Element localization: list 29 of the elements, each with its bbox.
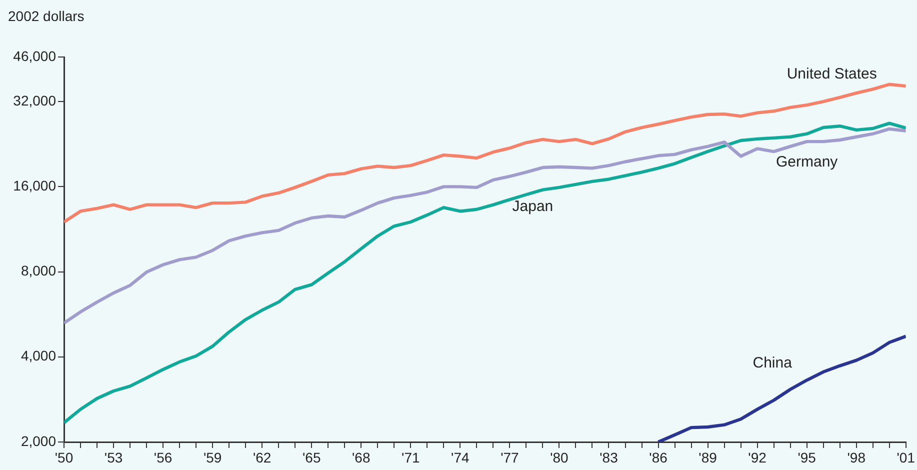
x-tick-label: '83 xyxy=(600,449,618,466)
x-tick-label: '59 xyxy=(203,449,222,466)
x-tick-label: '80 xyxy=(550,449,569,466)
series-label: Japan xyxy=(512,198,554,215)
series-label: China xyxy=(752,354,793,372)
x-tick-label: '53 xyxy=(104,449,123,466)
x-tick-label: '86 xyxy=(649,449,668,466)
x-tick-label: '98 xyxy=(847,449,866,466)
x-tick-label: '65 xyxy=(302,449,321,466)
x-tick-label: '92 xyxy=(748,449,767,466)
x-tick-label: '62 xyxy=(252,449,272,466)
series-label: United States xyxy=(786,66,877,83)
x-tick-label: '71 xyxy=(402,449,420,466)
x-tick-label: '68 xyxy=(352,449,370,466)
x-tick-label: '74 xyxy=(451,449,470,466)
series-label: Germany xyxy=(776,154,838,171)
x-tick-label: '95 xyxy=(798,449,816,466)
y-tick-label: 16,000 xyxy=(13,178,56,194)
x-tick-label: '56 xyxy=(154,449,172,466)
y-tick-label: 2,000 xyxy=(20,432,56,449)
y-tick-label: 4,000 xyxy=(20,348,56,364)
x-tick-label: '89 xyxy=(698,449,718,466)
x-tick-label: '50 xyxy=(54,449,74,466)
x-tick-label: '77 xyxy=(500,449,520,466)
y-tick-label: 46,000 xyxy=(13,48,56,64)
x-tick-label: '01 xyxy=(896,449,916,466)
y-axis-title: 2002 dollars xyxy=(8,8,84,24)
y-tick-label: 32,000 xyxy=(13,92,56,108)
y-tick-label: 8,000 xyxy=(20,262,56,279)
